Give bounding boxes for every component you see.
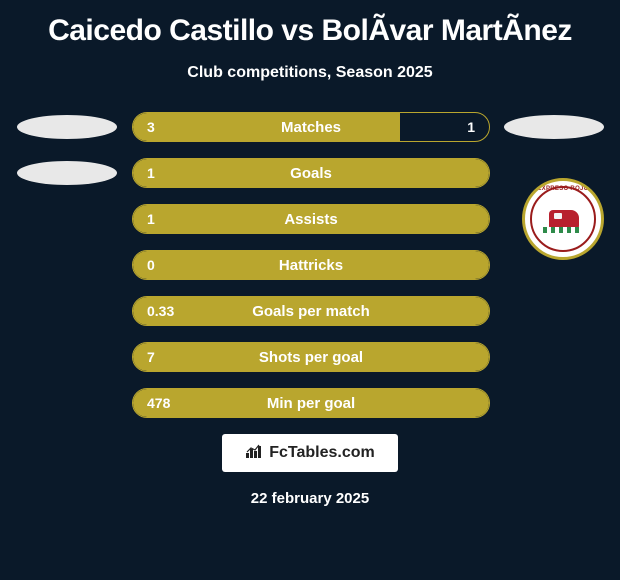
stat-bar: 0 Hattricks (132, 250, 490, 280)
stat-bar-wrap: 3 1 Matches (126, 112, 496, 142)
stat-bar: 478 Min per goal (132, 388, 490, 418)
stat-row: 3 1 Matches (8, 112, 612, 142)
stat-value-left: 1 (147, 211, 155, 227)
stat-value-left: 0 (147, 257, 155, 273)
page-title: Caicedo Castillo vs BolÃ­var MartÃ­nez (8, 14, 612, 48)
stat-label: Hattricks (279, 257, 343, 274)
subtitle: Club competitions, Season 2025 (8, 64, 612, 82)
stat-bar-wrap: 1 Goals (126, 158, 496, 188)
stat-row: 0.33 Goals per match (8, 296, 612, 326)
stat-value-left: 0.33 (147, 303, 174, 319)
fctables-logo[interactable]: FcTables.com (222, 434, 398, 472)
stat-label: Matches (281, 119, 341, 136)
club-badge-text: EXPRESO ROJO (537, 186, 588, 192)
stat-label: Shots per goal (259, 349, 363, 366)
club-badge-inner: EXPRESO ROJO (530, 186, 596, 252)
club-badge-circle: EXPRESO ROJO (522, 178, 604, 260)
player-avatar-left-1 (17, 115, 117, 139)
left-player-col (8, 115, 126, 139)
stat-label: Goals (290, 165, 332, 182)
right-player-col (496, 115, 612, 139)
stat-value-left: 7 (147, 349, 155, 365)
chart-icon (245, 443, 263, 464)
stats-area: 3 1 Matches 1 Goals 1 Assists 0 Hattricks 0.33 Goa… (8, 112, 612, 418)
stat-label: Min per goal (267, 395, 355, 412)
train-icon (543, 206, 583, 236)
stat-bar-wrap: 1 Assists (126, 204, 496, 234)
stat-value-left: 1 (147, 165, 155, 181)
logo-text: FcTables.com (269, 444, 375, 462)
stat-value-right: 1 (467, 119, 475, 135)
stat-bar-wrap: 7 Shots per goal (126, 342, 496, 372)
stat-bar-wrap: 0.33 Goals per match (126, 296, 496, 326)
stat-bar: 3 1 Matches (132, 112, 490, 142)
stat-bar: 7 Shots per goal (132, 342, 490, 372)
player-avatar-right-1 (504, 115, 604, 139)
stat-label: Assists (284, 211, 337, 228)
stat-bar: 1 Goals (132, 158, 490, 188)
stat-bar: 0.33 Goals per match (132, 296, 490, 326)
stat-value-left: 478 (147, 395, 170, 411)
stat-row: 478 Min per goal (8, 388, 612, 418)
stat-row: 7 Shots per goal (8, 342, 612, 372)
stat-bar-wrap: 0 Hattricks (126, 250, 496, 280)
player-avatar-left-2 (17, 161, 117, 185)
stat-label: Goals per match (252, 303, 370, 320)
left-player-col (8, 161, 126, 185)
club-badge: EXPRESO ROJO (522, 178, 604, 260)
stat-value-left: 3 (147, 119, 155, 135)
stat-bar: 1 Assists (132, 204, 490, 234)
stat-bar-wrap: 478 Min per goal (126, 388, 496, 418)
date-text: 22 february 2025 (8, 490, 612, 507)
stat-fill (133, 113, 400, 141)
